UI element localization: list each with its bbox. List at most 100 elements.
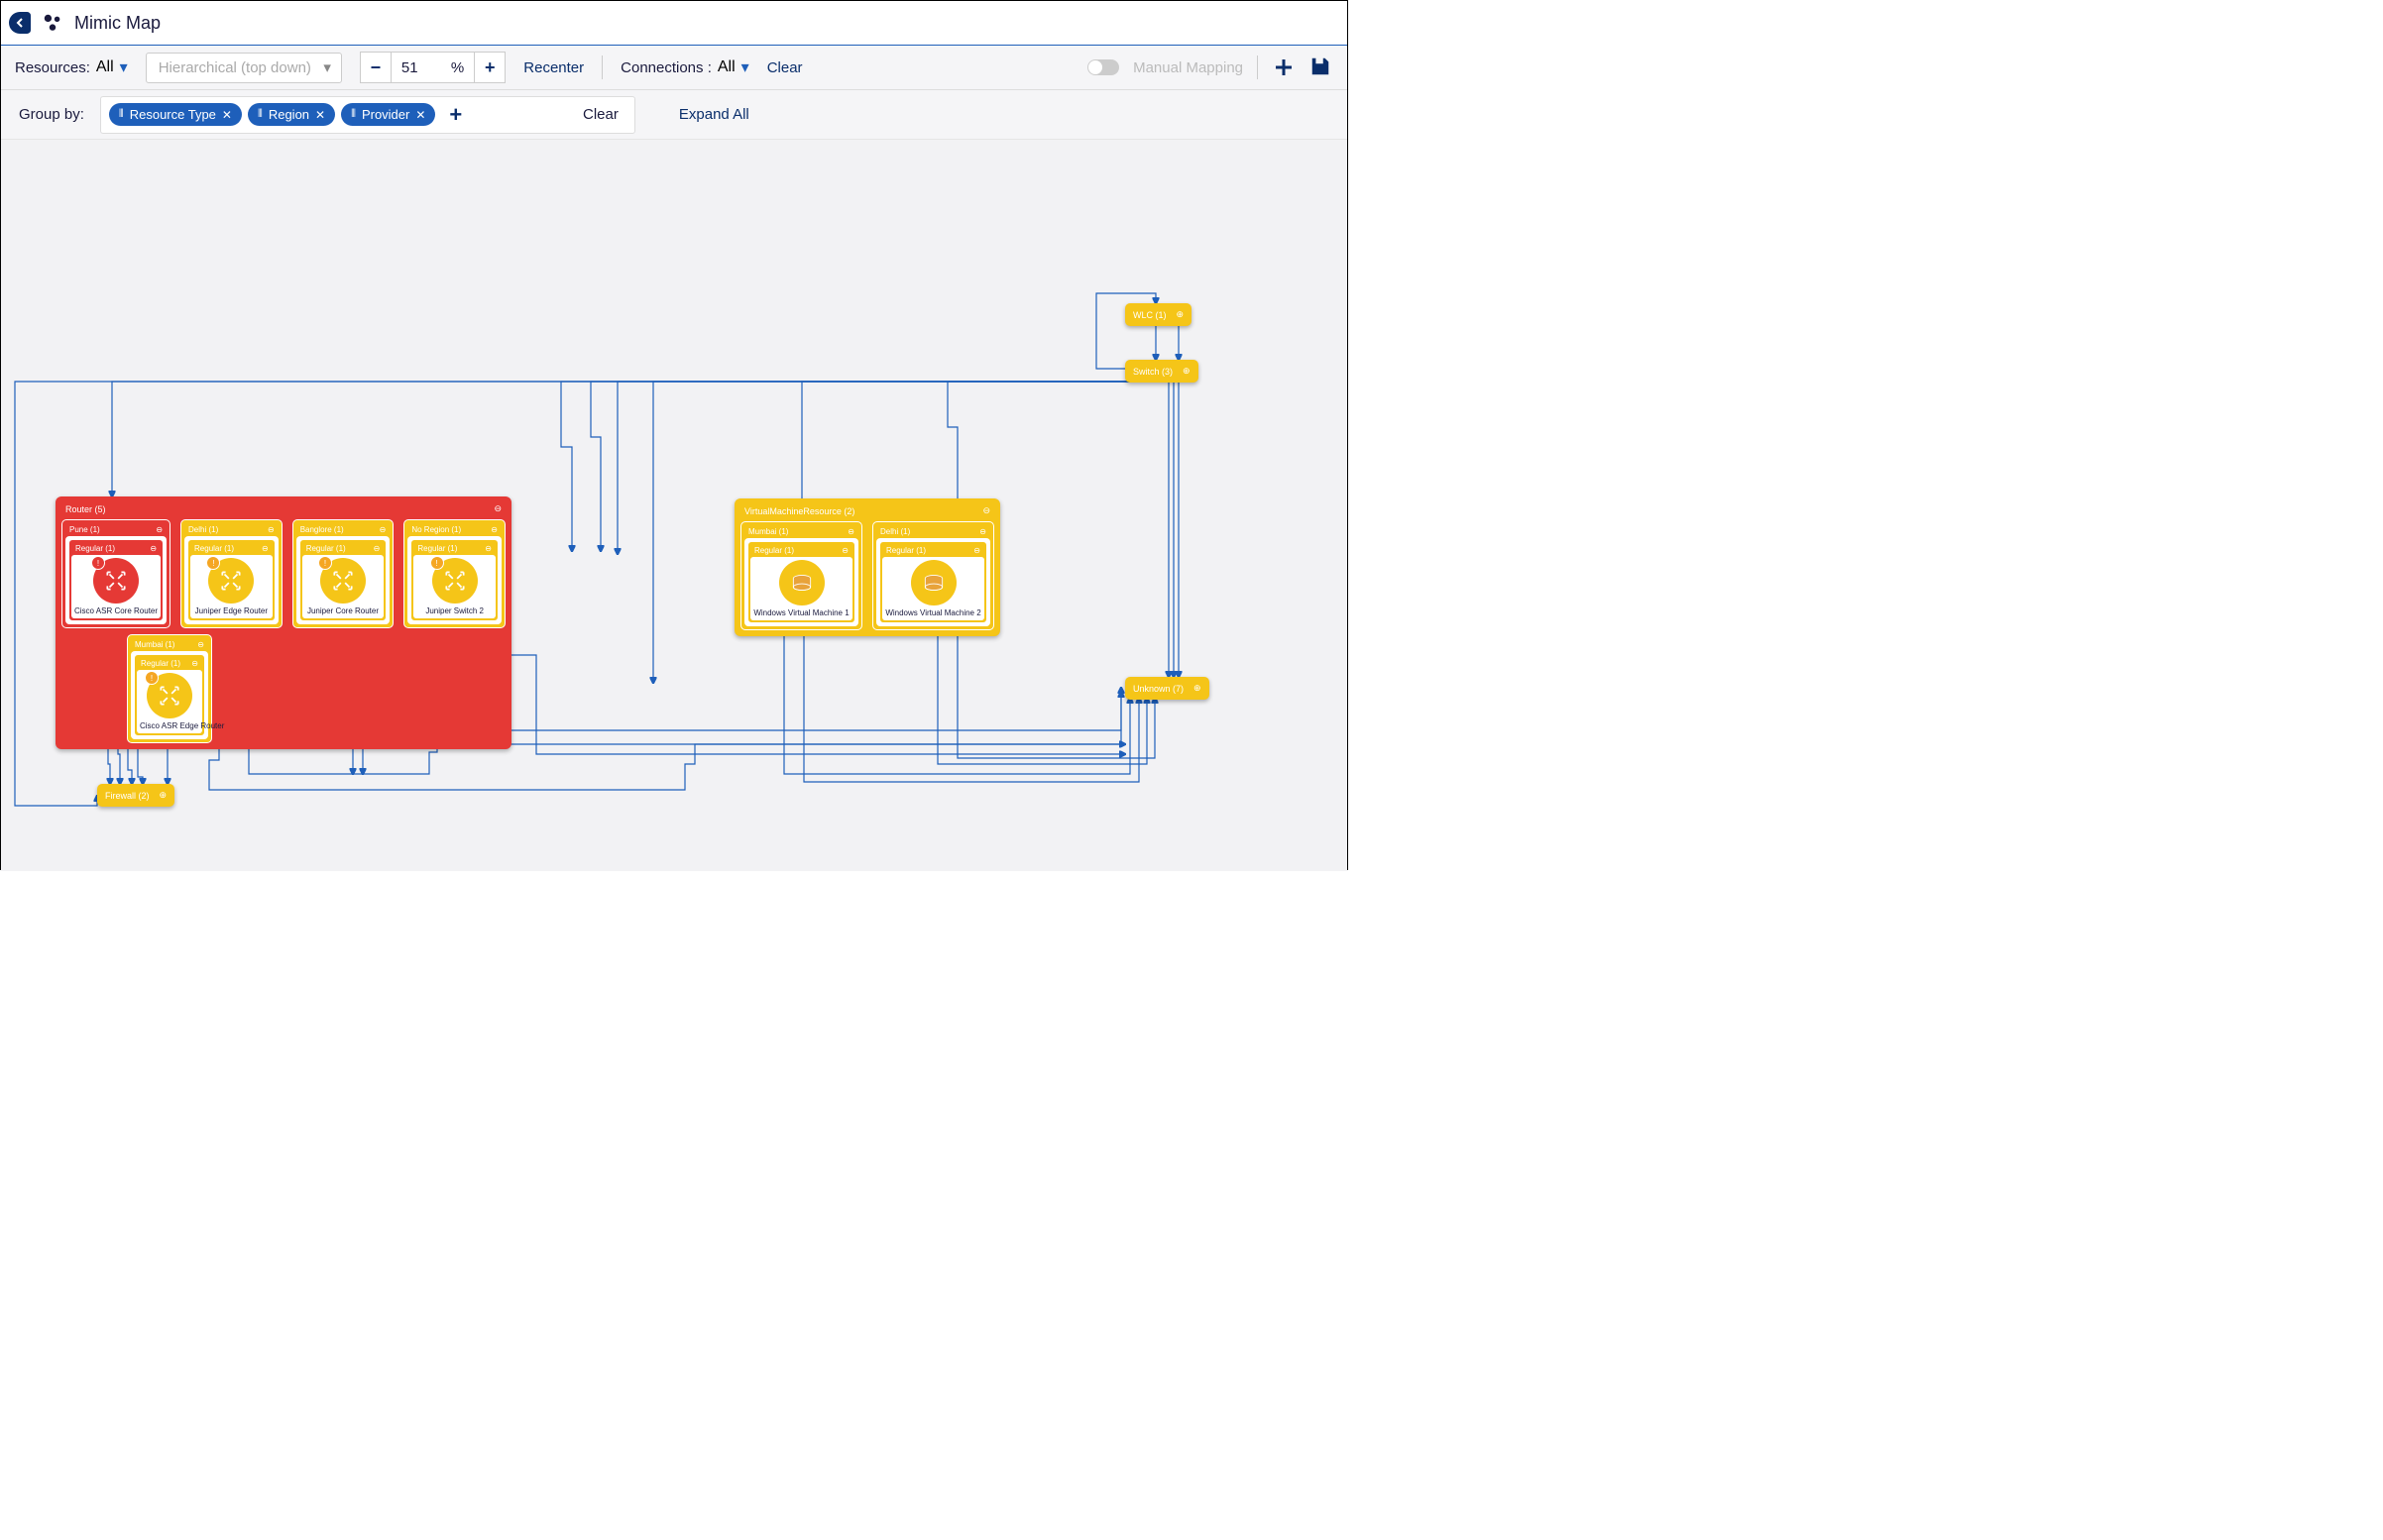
- device-node[interactable]: ! Cisco ASR Edge Router: [137, 670, 202, 733]
- device-icon: !: [208, 558, 254, 604]
- drag-icon: ⦀: [351, 108, 356, 121]
- regular-title: Regular (1): [141, 659, 180, 668]
- device-label: Juniper Edge Router: [193, 606, 270, 615]
- collapse-icon[interactable]: ⊖: [262, 544, 269, 553]
- resources-label: Resources:: [15, 59, 90, 76]
- vm-group-node[interactable]: VirtualMachineResource (2) ⊖ Mumbai (1)⊖…: [735, 498, 1000, 636]
- collapse-icon[interactable]: ⊖: [374, 544, 381, 553]
- device-node[interactable]: ! Juniper Edge Router: [190, 555, 273, 618]
- connections-value: All: [718, 58, 736, 76]
- regular-title: Regular (1): [75, 544, 115, 553]
- layout-select[interactable]: Hierarchical (top down) ▾: [146, 53, 342, 83]
- device-icon: !: [320, 558, 366, 604]
- back-button[interactable]: [9, 12, 31, 34]
- chip-resource-type[interactable]: ⦀ Resource Type ✕: [109, 103, 242, 126]
- collapse-icon[interactable]: ⊖: [848, 527, 854, 536]
- collapse-icon[interactable]: ⊖: [197, 640, 204, 649]
- device-label: Windows Virtual Machine 1: [753, 608, 850, 617]
- device-node[interactable]: ! Juniper Switch 2: [413, 555, 496, 618]
- expand-icon[interactable]: ⊕: [160, 790, 168, 801]
- expand-all-button[interactable]: Expand All: [679, 106, 749, 123]
- device-node[interactable]: ! Juniper Core Router: [302, 555, 385, 618]
- diagram-canvas[interactable]: Router (5) ⊖ Pune (1)⊖ Regular (1)⊖ ! Ci…: [1, 140, 1347, 871]
- caret-down-icon: ▾: [120, 57, 128, 77]
- regular-title: Regular (1): [417, 544, 457, 553]
- region-node[interactable]: Delhi (1) ⊖ Regular (1) ⊖ ! Juniper Edge R…: [180, 519, 283, 628]
- region-node[interactable]: Pune (1) ⊖ Regular (1) ⊖ ! Cisco ASR Core …: [61, 519, 170, 628]
- unknown-node[interactable]: Unknown (7) ⊕: [1125, 677, 1209, 700]
- remove-chip-icon[interactable]: ✕: [315, 108, 325, 122]
- clear-connections-button[interactable]: Clear: [767, 59, 803, 76]
- drag-icon: ⦀: [258, 108, 263, 121]
- wlc-node[interactable]: WLC (1) ⊕: [1125, 303, 1192, 326]
- device-icon: !: [147, 673, 192, 718]
- expand-icon[interactable]: ⊕: [1193, 683, 1201, 694]
- save-button[interactable]: [1309, 55, 1333, 79]
- zoom-out-button[interactable]: −: [360, 52, 392, 83]
- resources-value: All: [96, 58, 114, 76]
- group-by-chips: ⦀ Resource Type ✕ ⦀ Region ✕ ⦀ Provider …: [100, 96, 635, 134]
- region-node[interactable]: Mumbai (1)⊖ Regular (1)⊖ Windows Virtual…: [740, 521, 862, 630]
- region-title: Pune (1): [69, 525, 100, 534]
- device-icon: [779, 560, 825, 605]
- device-icon: [911, 560, 957, 605]
- page-title: Mimic Map: [74, 13, 161, 34]
- collapse-icon[interactable]: ⊖: [491, 525, 498, 534]
- collapse-icon[interactable]: ⊖: [979, 527, 986, 536]
- region-node[interactable]: No Region (1) ⊖ Regular (1) ⊖ ! Juniper Sw…: [403, 519, 506, 628]
- manual-mapping-toggle[interactable]: [1087, 59, 1119, 75]
- collapse-icon[interactable]: ⊖: [380, 525, 387, 534]
- region-title: Delhi (1): [188, 525, 218, 534]
- zoom-input[interactable]: [401, 59, 429, 76]
- router-group-node[interactable]: Router (5) ⊖ Pune (1)⊖ Regular (1)⊖ ! Ci…: [56, 496, 511, 749]
- expand-icon[interactable]: ⊕: [1177, 309, 1185, 320]
- device-label: Cisco ASR Edge Router: [140, 721, 199, 730]
- device-icon: !: [432, 558, 478, 604]
- switch-node[interactable]: Switch (3) ⊕: [1125, 360, 1198, 383]
- zoom-in-button[interactable]: +: [474, 52, 506, 83]
- region-node[interactable]: Delhi (1) ⊖ Regular (1) ⊖ Windows Virtual …: [872, 521, 994, 630]
- app-logo-icon: [41, 11, 64, 35]
- device-label: Juniper Switch 2: [416, 606, 493, 615]
- add-button[interactable]: [1272, 55, 1296, 79]
- collapse-icon[interactable]: ⊖: [150, 544, 157, 553]
- add-chip-button[interactable]: +: [449, 102, 462, 128]
- device-label: Windows Virtual Machine 2: [885, 608, 981, 617]
- caret-down-icon: ▾: [741, 57, 749, 77]
- group-by-label: Group by:: [19, 106, 84, 123]
- device-node[interactable]: Windows Virtual Machine 1: [750, 557, 852, 620]
- device-label: Juniper Core Router: [305, 606, 382, 615]
- firewall-node[interactable]: Firewall (2) ⊕: [97, 784, 174, 807]
- collapse-icon[interactable]: ⊖: [485, 544, 492, 553]
- device-node[interactable]: ! Cisco ASR Core Router: [71, 555, 161, 618]
- collapse-icon[interactable]: ⊖: [156, 525, 163, 534]
- expand-icon[interactable]: ⊕: [1183, 366, 1191, 377]
- region-title: Delhi (1): [880, 527, 910, 536]
- chip-provider[interactable]: ⦀ Provider ✕: [341, 103, 435, 126]
- regular-title: Regular (1): [306, 544, 346, 553]
- remove-chip-icon[interactable]: ✕: [222, 108, 232, 122]
- zoom-suffix: %: [451, 59, 464, 76]
- regular-title: Regular (1): [886, 546, 926, 555]
- caret-down-icon: ▾: [323, 58, 331, 76]
- group-title: VirtualMachineResource (2): [744, 506, 854, 516]
- collapse-icon[interactable]: ⊖: [191, 659, 198, 668]
- collapse-icon[interactable]: ⊖: [842, 546, 849, 555]
- region-title: Mumbai (1): [135, 640, 174, 649]
- collapse-icon[interactable]: ⊖: [494, 503, 502, 514]
- collapse-icon[interactable]: ⊖: [973, 546, 980, 555]
- regular-title: Regular (1): [194, 544, 234, 553]
- recenter-button[interactable]: Recenter: [523, 59, 584, 76]
- collapse-icon[interactable]: ⊖: [982, 505, 990, 516]
- region-node[interactable]: Banglore (1)⊖ Regular (1)⊖ ! Juniper Cor…: [292, 519, 395, 628]
- region-title: No Region (1): [411, 525, 461, 534]
- resources-dropdown[interactable]: Resources: All ▾: [15, 57, 128, 77]
- chip-region[interactable]: ⦀ Region ✕: [248, 103, 335, 126]
- connections-dropdown[interactable]: Connections : All ▾: [621, 57, 749, 77]
- region-node[interactable]: Mumbai (1) ⊖ Regular (1) ⊖ ! Cisco ASR Edg…: [127, 634, 212, 743]
- clear-chips-button[interactable]: Clear: [583, 106, 626, 123]
- remove-chip-icon[interactable]: ✕: [415, 108, 425, 122]
- collapse-icon[interactable]: ⊖: [268, 525, 275, 534]
- device-node[interactable]: Windows Virtual Machine 2: [882, 557, 984, 620]
- divider: [602, 55, 603, 79]
